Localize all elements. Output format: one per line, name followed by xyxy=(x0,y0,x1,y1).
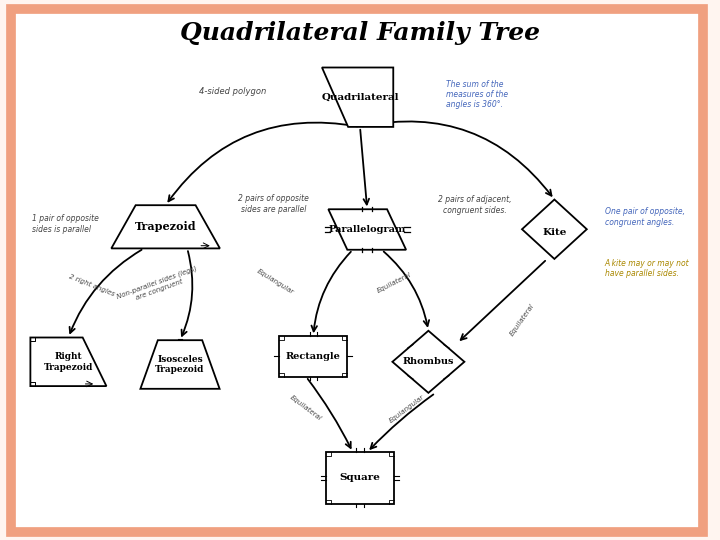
Text: Equiangular: Equiangular xyxy=(256,268,294,295)
Text: Kite: Kite xyxy=(542,228,567,237)
Polygon shape xyxy=(112,205,220,248)
FancyBboxPatch shape xyxy=(11,9,703,532)
Text: 1 pair of opposite
sides is parallel: 1 pair of opposite sides is parallel xyxy=(32,214,99,234)
Text: 2 pairs of adjacent,
congruent sides.: 2 pairs of adjacent, congruent sides. xyxy=(438,195,512,215)
Text: Right
Trapezoid: Right Trapezoid xyxy=(44,352,93,372)
Bar xyxy=(279,336,348,377)
Text: Trapezoid: Trapezoid xyxy=(135,221,197,232)
Text: Rhombus: Rhombus xyxy=(402,357,454,366)
Polygon shape xyxy=(328,210,406,249)
Polygon shape xyxy=(392,330,464,393)
Text: Rectangle: Rectangle xyxy=(286,352,341,361)
Polygon shape xyxy=(140,340,220,389)
Text: The sum of the
measures of the
angles is 360°.: The sum of the measures of the angles is… xyxy=(446,79,508,110)
Text: Non-parallel sides (legs)
are congruent: Non-parallel sides (legs) are congruent xyxy=(116,265,201,307)
Polygon shape xyxy=(322,68,393,127)
Text: A kite may or may not
have parallel sides.: A kite may or may not have parallel side… xyxy=(605,259,690,278)
Text: Isosceles
Trapezoid: Isosceles Trapezoid xyxy=(156,355,204,374)
Text: Quadrilateral: Quadrilateral xyxy=(321,93,399,102)
Text: Equilateral: Equilateral xyxy=(508,302,536,337)
Text: Equilateral: Equilateral xyxy=(289,394,323,422)
Text: Quadrilateral Family Tree: Quadrilateral Family Tree xyxy=(180,21,540,44)
Text: Equiangular: Equiangular xyxy=(388,394,426,424)
Text: 2 right angles: 2 right angles xyxy=(68,273,116,297)
Text: One pair of opposite,
congruent angles.: One pair of opposite, congruent angles. xyxy=(605,207,685,227)
Text: Parallelogram: Parallelogram xyxy=(328,225,406,234)
Polygon shape xyxy=(522,200,587,259)
Text: 4-sided polygon: 4-sided polygon xyxy=(199,87,266,96)
Text: 2 pairs of opposite
sides are parallel: 2 pairs of opposite sides are parallel xyxy=(238,194,309,214)
Bar xyxy=(325,453,395,503)
Text: Square: Square xyxy=(340,474,380,482)
Text: Equilateral: Equilateral xyxy=(377,271,413,294)
Polygon shape xyxy=(30,338,107,386)
